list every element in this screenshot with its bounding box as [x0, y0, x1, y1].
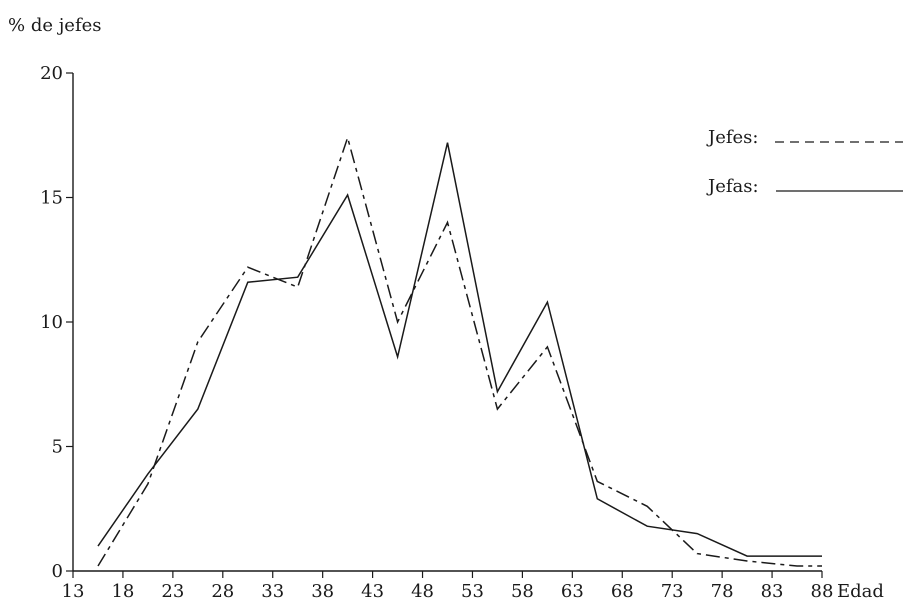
legend: Jefes: Jefas: [706, 127, 903, 197]
legend-label-jefas: Jefas: [706, 176, 759, 197]
x-tick-label: 43 [361, 581, 384, 602]
y-tick-label: 5 [52, 437, 63, 458]
x-tick-label: 48 [411, 581, 434, 602]
series-line-jefes [97, 135, 822, 567]
x-tick-label: 53 [461, 581, 484, 602]
y-tick-label: 0 [52, 561, 63, 582]
legend-label-jefes: Jefes: [706, 127, 758, 148]
x-tick-label: 58 [511, 581, 534, 602]
series-line-jefas [97, 142, 822, 557]
x-tick-label: 83 [761, 581, 784, 602]
x-tick-label: 78 [711, 581, 734, 602]
x-tick-label: 28 [211, 581, 234, 602]
x-tick-label: 33 [261, 581, 284, 602]
y-tick-label: 10 [40, 312, 63, 333]
y-axis-title: % de jefes [8, 15, 102, 36]
x-tick-label: 13 [62, 581, 85, 602]
y-tick-label: 20 [40, 63, 63, 84]
x-tick-label: 23 [161, 581, 184, 602]
series-layer [97, 135, 822, 567]
x-axis-title: Edad [837, 581, 884, 602]
y-tick-label: 15 [40, 188, 63, 209]
x-tick-label: 88 [811, 581, 834, 602]
x-tick-label: 38 [311, 581, 334, 602]
x-tick-label: 73 [661, 581, 684, 602]
x-tick-label: 68 [611, 581, 634, 602]
x-tick-label: 63 [561, 581, 584, 602]
axes: 0 5 10 15 20 13 18 23 28 33 38 43 48 53 58 63 68 73 78 83 88… [40, 63, 884, 602]
x-tick-label: 18 [111, 581, 134, 602]
